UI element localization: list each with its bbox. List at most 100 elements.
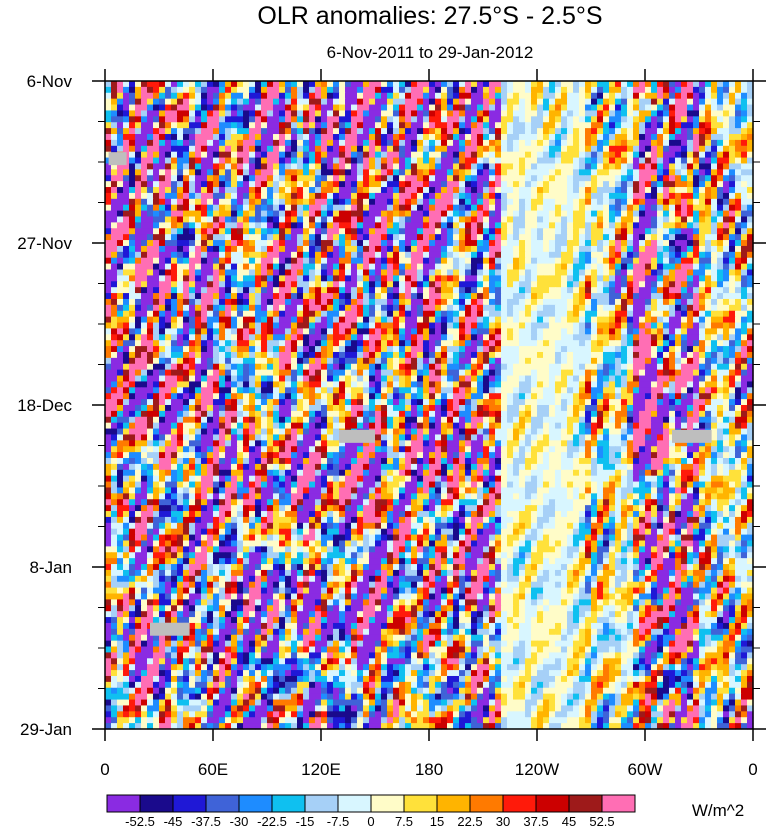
heatmap-cell (183, 151, 190, 159)
heatmap-cell (609, 234, 616, 241)
heatmap-cell (669, 222, 676, 229)
heatmap-cell (477, 145, 484, 153)
heatmap-cell (399, 134, 406, 141)
heatmap-cell (441, 116, 448, 123)
heatmap-cell (135, 110, 142, 117)
heatmap-cell (381, 92, 388, 100)
heatmap-cell (351, 287, 358, 294)
heatmap-cell (147, 257, 154, 265)
heatmap-cell (441, 210, 448, 218)
heatmap-cell (579, 151, 586, 159)
heatmap-cell (111, 257, 118, 265)
heatmap-cell (189, 334, 196, 341)
heatmap-cell (729, 210, 736, 218)
heatmap-cell (645, 175, 652, 182)
heatmap-cell (459, 98, 466, 106)
heatmap-cell (543, 175, 550, 182)
heatmap-cell (519, 110, 526, 117)
heatmap-cell (321, 228, 328, 235)
heatmap-cell (135, 251, 142, 259)
heatmap-cell (447, 240, 454, 247)
heatmap-cell (321, 328, 328, 335)
heatmap-cell (693, 134, 700, 141)
heatmap-cell (741, 175, 748, 182)
heatmap-cell (501, 304, 508, 312)
heatmap-cell (303, 134, 310, 141)
heatmap-cell (597, 293, 604, 300)
heatmap-cell (465, 163, 472, 170)
heatmap-cell (723, 116, 730, 123)
heatmap-cell (693, 104, 700, 112)
heatmap-cell (477, 346, 484, 353)
heatmap-cell (273, 228, 280, 235)
heatmap-cell (327, 157, 334, 165)
heatmap-cell (249, 281, 256, 288)
heatmap-cell (525, 134, 532, 141)
heatmap-cell (621, 163, 628, 170)
heatmap-cell (519, 334, 526, 341)
heatmap-cell (159, 281, 166, 288)
heatmap-cell (603, 139, 610, 147)
heatmap-cell (225, 187, 232, 194)
heatmap-cell (231, 287, 238, 294)
heatmap-cell (567, 257, 574, 265)
heatmap-cell (627, 175, 634, 182)
heatmap-cell (489, 240, 496, 247)
heatmap-cell (555, 281, 562, 288)
heatmap-cell (609, 310, 616, 318)
heatmap-cell (195, 169, 202, 176)
heatmap-cell (153, 216, 160, 223)
heatmap-cell (219, 187, 226, 194)
heatmap-cell (711, 210, 718, 218)
heatmap-cell (687, 322, 694, 330)
heatmap-cell (411, 251, 418, 259)
heatmap-cell (633, 134, 640, 141)
heatmap-cell (711, 293, 718, 300)
heatmap-cell (567, 222, 574, 229)
heatmap-cell (105, 192, 112, 200)
heatmap-cell (111, 287, 118, 294)
heatmap-cell (153, 92, 160, 100)
heatmap-cell (339, 340, 346, 347)
heatmap-cell (135, 228, 142, 235)
heatmap-cell (537, 98, 544, 106)
heatmap-cell (471, 298, 478, 306)
heatmap-cell (603, 175, 610, 182)
heatmap-cell (303, 222, 310, 229)
heatmap-cell (141, 181, 148, 188)
heatmap-cell (633, 181, 640, 188)
heatmap-cell (549, 192, 556, 200)
heatmap-cell (243, 275, 250, 282)
heatmap-cell (249, 328, 256, 335)
heatmap-cell (741, 98, 748, 106)
heatmap-cell (519, 263, 526, 271)
heatmap-cell (399, 328, 406, 335)
heatmap-cell (735, 210, 742, 218)
heatmap-cell (417, 151, 424, 159)
heatmap-cell (129, 322, 136, 330)
heatmap-cell (159, 110, 166, 117)
heatmap-cell (297, 304, 304, 312)
heatmap-cell (183, 198, 190, 206)
heatmap-cell (399, 240, 406, 247)
heatmap-cell (285, 251, 292, 259)
heatmap-cell (225, 269, 232, 276)
heatmap-cell (693, 139, 700, 147)
heatmap-cell (489, 222, 496, 229)
heatmap-cell (441, 328, 448, 335)
heatmap-cell (381, 310, 388, 318)
heatmap-cell (525, 81, 532, 88)
heatmap-cell (549, 210, 556, 218)
heatmap-cell (417, 334, 424, 341)
heatmap-cell (147, 122, 154, 129)
heatmap-cell (303, 251, 310, 259)
heatmap-cell (303, 298, 310, 306)
heatmap-cell (681, 322, 688, 330)
heatmap-cell (141, 92, 148, 100)
heatmap-cell (189, 192, 196, 200)
heatmap-cell (735, 169, 742, 176)
heatmap-cell (123, 281, 130, 288)
heatmap-cell (705, 328, 712, 335)
heatmap-cell (357, 187, 364, 194)
heatmap-cell (189, 86, 196, 94)
